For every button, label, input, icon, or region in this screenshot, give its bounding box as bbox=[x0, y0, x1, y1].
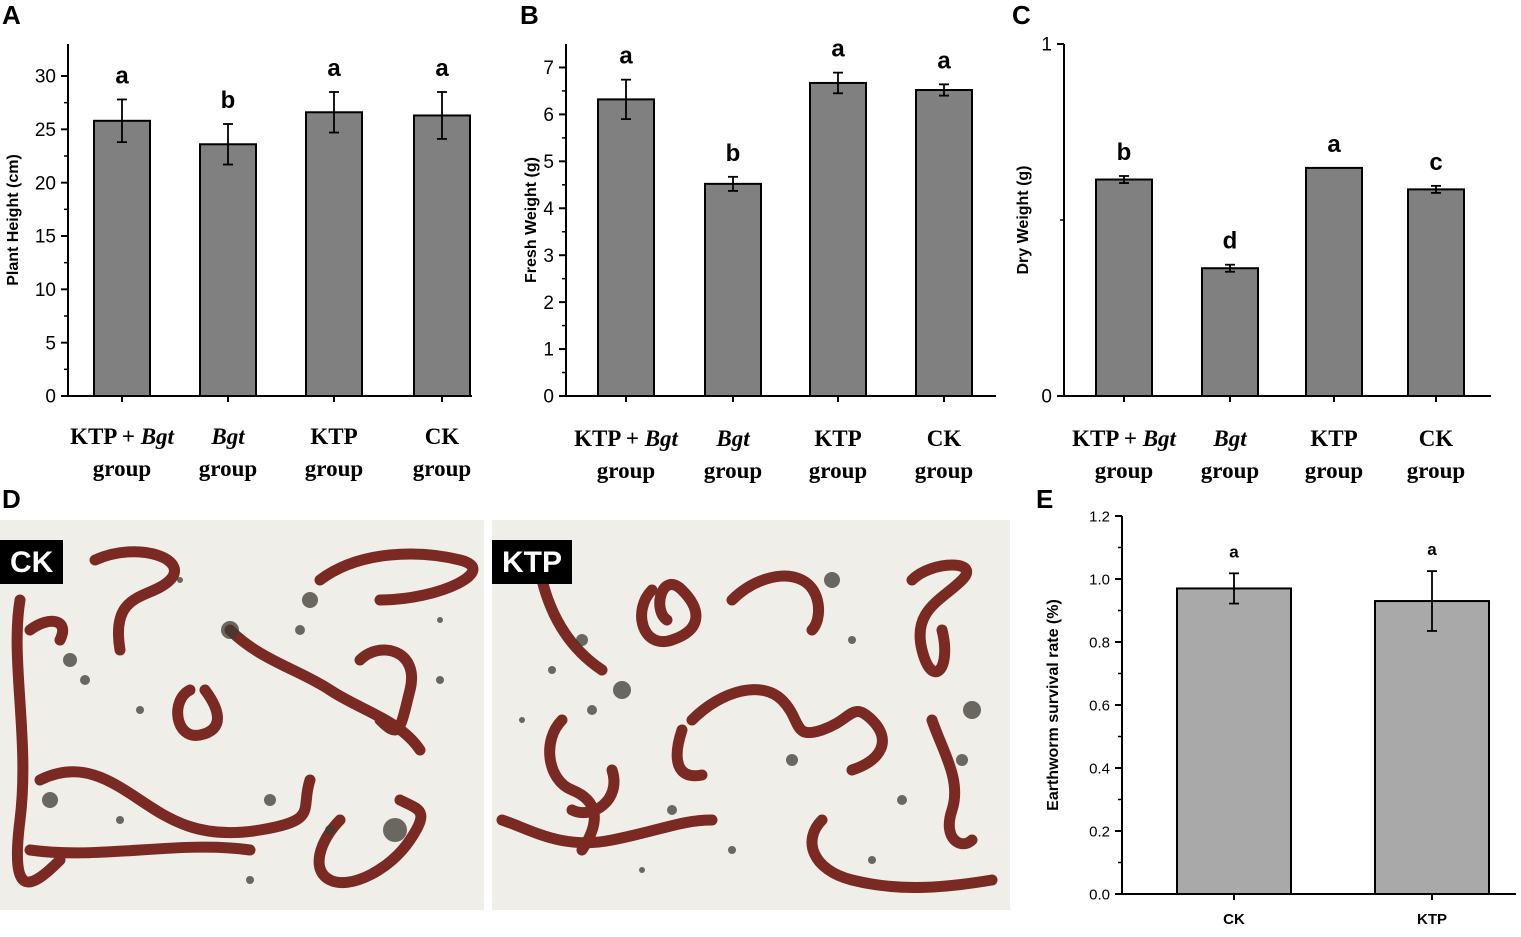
x-tick-label-line1: KTP + Bgt bbox=[70, 424, 174, 449]
x-tick-label-line2: group bbox=[93, 456, 151, 481]
y-tick-label: 15 bbox=[35, 227, 56, 248]
x-tick-label-line2: group bbox=[1407, 458, 1465, 483]
significance-letter: b bbox=[221, 87, 236, 114]
y-axis-label: Earthworm survival rate (%) bbox=[1045, 599, 1062, 811]
x-tick-label-line1: Bgt bbox=[1212, 426, 1247, 451]
x-tick-label-line2: group bbox=[1201, 458, 1259, 483]
y-axis-label: Dry Weight (g) bbox=[1015, 165, 1032, 274]
y-tick-label: 20 bbox=[35, 173, 56, 194]
y-tick-label: 0 bbox=[1041, 387, 1052, 408]
bar bbox=[1305, 166, 1363, 397]
y-tick-label: 0 bbox=[45, 387, 56, 408]
y-tick-label: 0.4 bbox=[1089, 760, 1110, 777]
significance-letter: a bbox=[831, 36, 845, 63]
y-tick-label: 0.6 bbox=[1089, 697, 1110, 714]
y-tick-label: 4 bbox=[543, 199, 554, 220]
x-tick-label-line1: CK bbox=[425, 424, 460, 449]
y-tick-label: 5 bbox=[45, 333, 56, 354]
y-tick-label: 3 bbox=[543, 246, 554, 267]
y-tick-label: 10 bbox=[35, 280, 56, 301]
y-tick-label: 25 bbox=[35, 120, 56, 141]
y-axis-label: Fresh Weight (g) bbox=[523, 157, 540, 283]
x-tick-label-line1: KTP + Bgt bbox=[574, 426, 678, 451]
y-tick-label: 7 bbox=[543, 58, 554, 79]
earthworm-photo-ktp-image bbox=[496, 559, 998, 893]
x-tick-label-line2: group bbox=[199, 456, 257, 481]
y-tick-label: 1 bbox=[1041, 35, 1052, 56]
x-tick-label-line2: group bbox=[915, 458, 973, 483]
earthworm-photo-ck: CK bbox=[0, 520, 484, 910]
significance-letter: a bbox=[619, 43, 633, 70]
bar bbox=[1095, 178, 1153, 397]
bar-chart-fresh-weight: a b a a 0 1 2 3 4 5 6 7 KTP + Bgt group Bgt group KTP gro… bbox=[523, 36, 996, 483]
significance-letter: a bbox=[937, 47, 951, 74]
panel-letter-a: A bbox=[2, 0, 21, 30]
x-tick-label: CK bbox=[1223, 911, 1245, 928]
bar bbox=[915, 88, 973, 398]
bar bbox=[413, 114, 471, 397]
bar bbox=[1176, 587, 1292, 895]
y-tick-label: 0.8 bbox=[1089, 634, 1110, 651]
bar bbox=[597, 98, 655, 397]
y-tick-label: 0.0 bbox=[1089, 886, 1110, 903]
x-tick-label-line1: KTP + Bgt bbox=[1072, 426, 1176, 451]
x-tick-label-line1: Bgt bbox=[715, 426, 750, 451]
significance-letter: a bbox=[1327, 131, 1341, 158]
x-tick-label-line2: group bbox=[413, 456, 471, 481]
panel-letter-c: C bbox=[1012, 0, 1031, 30]
y-tick-label: 2 bbox=[543, 293, 554, 314]
panel-letter-d: D bbox=[2, 484, 21, 514]
x-tick-label-line2: group bbox=[597, 458, 655, 483]
y-tick-label: 1 bbox=[543, 340, 554, 361]
significance-letter: b bbox=[726, 140, 741, 167]
x-tick-label-line1: CK bbox=[927, 426, 962, 451]
bar bbox=[1407, 188, 1465, 397]
y-tick-label: 0 bbox=[543, 387, 554, 408]
significance-letter: a bbox=[327, 55, 341, 82]
significance-letter: a bbox=[115, 62, 129, 89]
significance-letter: a bbox=[1229, 542, 1239, 561]
x-tick-label-line1: CK bbox=[1419, 426, 1454, 451]
bar bbox=[1374, 600, 1490, 895]
bar-chart-plant-height: a b a a 0 5 10 15 20 25 30 KTP + Bgt group Bgt group KT… bbox=[5, 44, 472, 481]
y-tick-label: 5 bbox=[543, 152, 554, 173]
significance-letter: a bbox=[435, 55, 449, 82]
earthworm-photo-ck-image bbox=[11, 546, 479, 889]
x-tick-label-line2: group bbox=[809, 458, 867, 483]
y-tick-label: 30 bbox=[35, 67, 56, 88]
y-tick-label: 6 bbox=[543, 105, 554, 126]
y-tick-label: 1.2 bbox=[1089, 508, 1110, 525]
y-tick-label: 0.2 bbox=[1089, 823, 1110, 840]
x-tick-label-line2: group bbox=[1305, 458, 1363, 483]
x-tick-label-line1: KTP bbox=[1310, 426, 1357, 451]
significance-letter: a bbox=[1427, 540, 1437, 559]
x-tick-label-line1: KTP bbox=[310, 424, 357, 449]
panel-letter-b: B bbox=[520, 0, 539, 30]
y-axis-label: Plant Height (cm) bbox=[5, 154, 22, 286]
photo-label-ck: CK bbox=[0, 540, 64, 584]
earthworm-photo-ktp: KTP bbox=[492, 520, 1010, 910]
significance-letter: d bbox=[1223, 228, 1238, 255]
x-tick-label-line2: group bbox=[1095, 458, 1153, 483]
photo-label-ktp: KTP bbox=[492, 540, 572, 584]
significance-letter: c bbox=[1429, 149, 1442, 176]
significance-letter: b bbox=[1117, 139, 1132, 166]
bar bbox=[704, 182, 762, 397]
x-tick-label-line2: group bbox=[305, 456, 363, 481]
y-tick-label: 1.0 bbox=[1089, 571, 1110, 588]
x-tick-label-line2: group bbox=[704, 458, 762, 483]
bar-chart-dry-weight: b d a c 0 1 KTP + Bgt group Bgt group KTP group CK gr… bbox=[1015, 35, 1491, 483]
panel-letter-e: E bbox=[1036, 484, 1054, 514]
x-tick-label-line1: KTP bbox=[814, 426, 861, 451]
x-tick-label: KTP bbox=[1417, 911, 1447, 928]
x-tick-label-line1: Bgt bbox=[210, 424, 245, 449]
